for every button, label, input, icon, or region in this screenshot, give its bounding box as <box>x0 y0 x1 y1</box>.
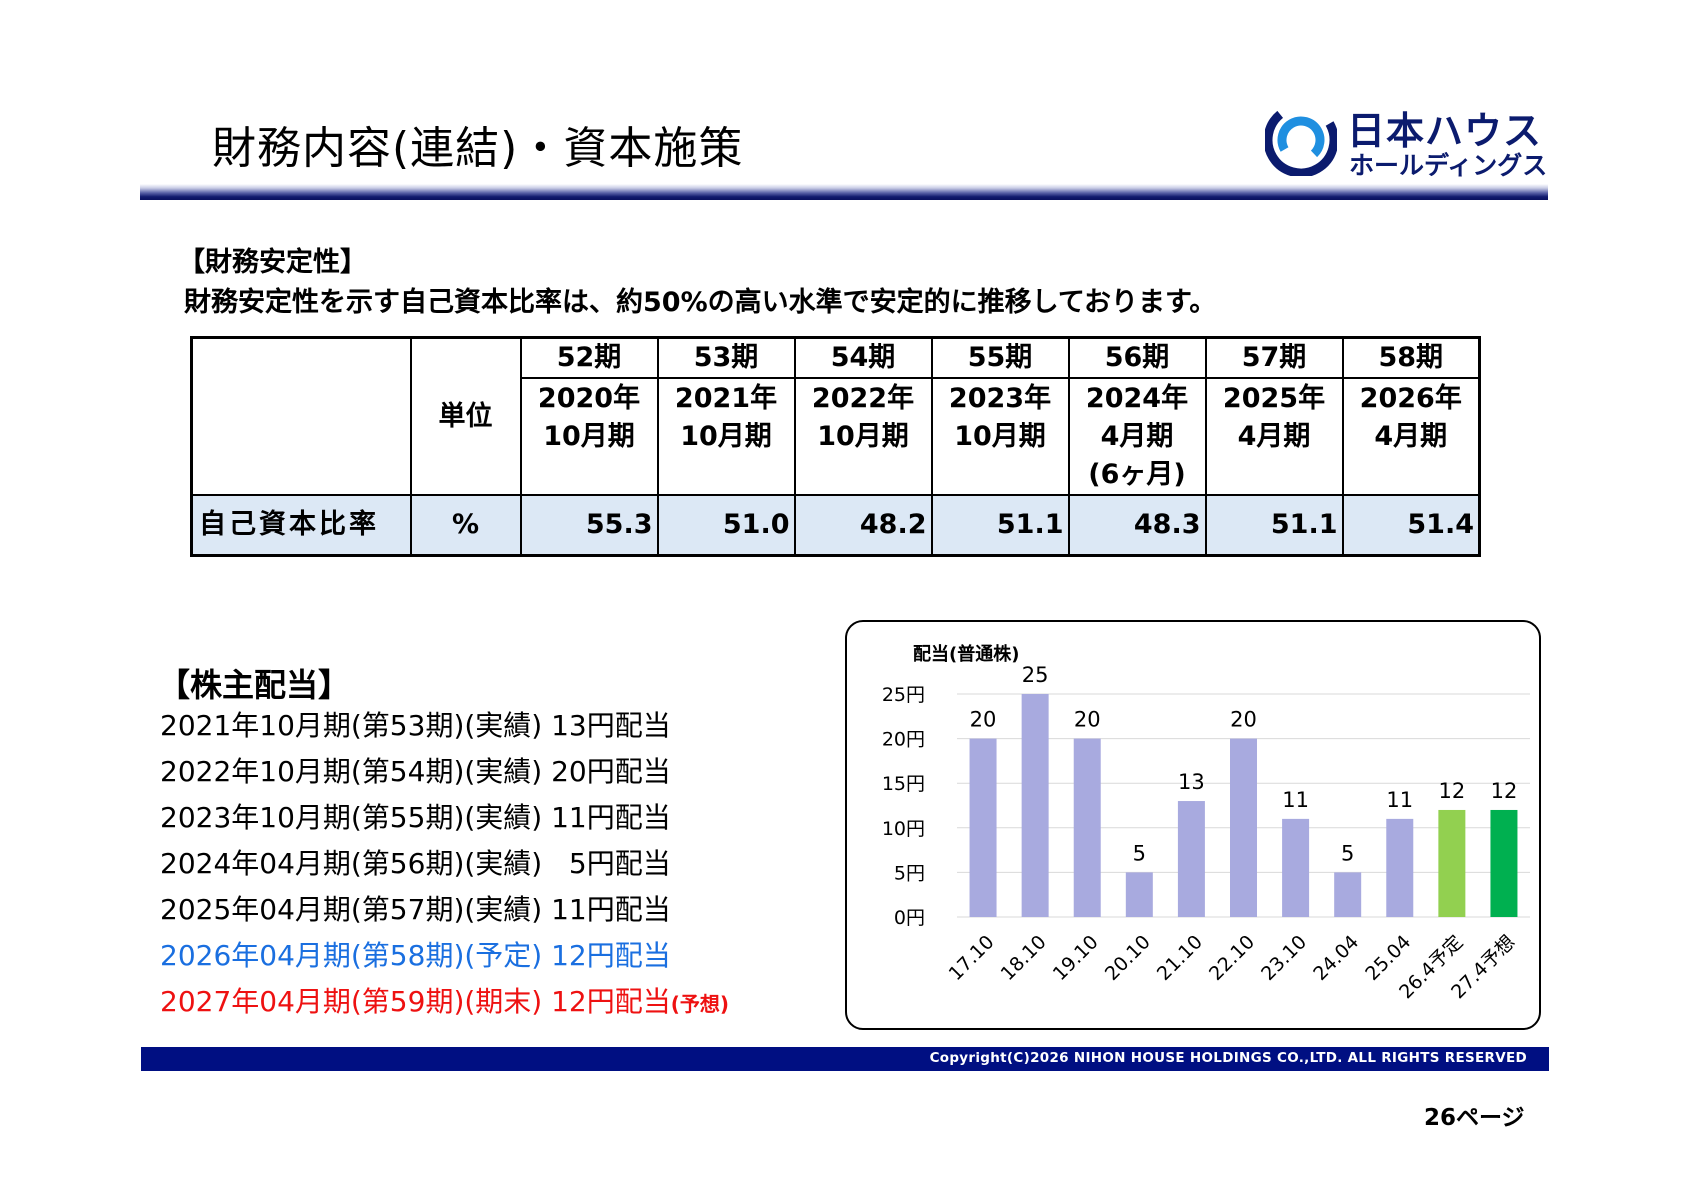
ratio-value: 48.3 <box>1067 494 1207 556</box>
period-header: 56期 <box>1067 336 1207 379</box>
fiscal-date-header: 2021年 10月期 <box>656 377 796 496</box>
dividend-bar <box>1490 809 1518 917</box>
unit-cell: % <box>409 494 522 556</box>
company-logo: 日本ハウス ホールディングス <box>1265 100 1548 180</box>
y-tick-label: 25円 <box>882 684 925 706</box>
dividend-bar-chart: 配当(普通株) 0円 5円 10円 15円 20円 25円 20 17.10 25 18.10 20 1… <box>882 643 1530 1003</box>
fiscal-date-header: 2024年 4月期 (6ヶ月) <box>1067 377 1207 496</box>
dividend-bar <box>1386 818 1414 917</box>
dividend-heading: 【株主配当】 <box>158 666 351 704</box>
fiscal-date-header: 2026年 4月期 <box>1341 377 1481 496</box>
y-tick-label: 20円 <box>882 729 925 751</box>
dividend-line: 2024年04月期(第56期)(実績) 5円配当 <box>160 847 671 880</box>
period-header: 57期 <box>1204 336 1344 379</box>
fiscal-date-header: 2020年 10月期 <box>519 377 659 496</box>
dividend-bar <box>1438 809 1466 917</box>
dividend-bar <box>969 738 997 917</box>
x-tick-label: 20.10 <box>1101 931 1155 985</box>
bar-value-label: 5 <box>1341 841 1354 865</box>
ratio-value: 51.0 <box>656 494 796 556</box>
y-tick-label: 15円 <box>882 773 925 795</box>
dividend-chart-panel: 配当(普通株) 0円 5円 10円 15円 20円 25円 20 17.10 25 18.10 20 1… <box>845 620 1541 1030</box>
x-tick-label: 22.10 <box>1205 931 1259 985</box>
financial-stability-description: 財務安定性を示す自己資本比率は、約50%の高い水準で安定的に推移しております。 <box>184 287 1217 318</box>
bar-value-label: 11 <box>1282 788 1309 812</box>
x-tick-label: 21.10 <box>1153 931 1207 985</box>
x-tick-label: 17.10 <box>945 931 999 985</box>
ratio-value: 51.1 <box>930 494 1070 556</box>
dividend-bar <box>1021 694 1049 917</box>
y-tick-label: 0円 <box>894 907 925 929</box>
nihon-house-swirl-logo-icon <box>1265 104 1337 176</box>
bar-value-label: 5 <box>1133 841 1146 865</box>
period-header: 54期 <box>793 336 933 379</box>
x-tick-label: 19.10 <box>1049 931 1103 985</box>
dividend-line-planned: 2026年04月期(第58期)(予定) 12円配当 <box>160 939 671 972</box>
bar-value-label: 20 <box>1074 708 1101 732</box>
bar-value-label: 12 <box>1438 779 1465 803</box>
logo-text-sub: ホールディングス <box>1349 151 1548 180</box>
dividend-line: 2022年10月期(第54期)(実績) 20円配当 <box>160 755 671 788</box>
ratio-value: 48.2 <box>793 494 933 556</box>
y-tick-label: 10円 <box>882 818 925 840</box>
bar-value-label: 12 <box>1491 779 1518 803</box>
dividend-bar <box>1334 872 1362 917</box>
x-tick-label: 23.10 <box>1257 931 1311 985</box>
dividend-line: 2025年04月期(第57期)(実績) 11円配当 <box>160 893 671 926</box>
period-header: 52期 <box>519 336 659 379</box>
equity-ratio-table: 単位 52期 53期 54期 55期 56期 57期 58期 2020年 10月期… <box>190 336 1481 557</box>
fiscal-date-header: 2022年 10月期 <box>793 377 933 496</box>
forecast-note: (予想) <box>670 992 730 1016</box>
dividend-line: 2021年10月期(第53期)(実績) 13円配当 <box>160 709 671 742</box>
page-number: 26ページ <box>1424 1105 1525 1131</box>
ratio-value: 51.4 <box>1341 494 1481 556</box>
copyright-text: Copyright(C)2026 NIHON HOUSE HOLDINGS CO… <box>929 1050 1527 1066</box>
bar-value-label: 13 <box>1178 770 1205 794</box>
x-tick-label: 18.10 <box>997 931 1051 985</box>
dividend-forecast-text: 2027年04月期(第59期)(期末) 12円配当 <box>160 985 671 1018</box>
unit-header: 単位 <box>409 336 522 496</box>
footer-bar: Copyright(C)2026 NIHON HOUSE HOLDINGS CO… <box>141 1047 1549 1071</box>
row-label: 自己資本比率 <box>190 494 412 556</box>
bar-value-label: 20 <box>970 708 997 732</box>
ratio-value: 55.3 <box>519 494 659 556</box>
ratio-value: 51.1 <box>1204 494 1344 556</box>
financial-stability-heading: 【財務安定性】 <box>178 247 367 278</box>
fiscal-date-header: 2023年 10月期 <box>930 377 1070 496</box>
x-tick-label: 24.04 <box>1309 931 1363 985</box>
period-header: 58期 <box>1341 336 1481 379</box>
title-underline <box>140 184 1548 200</box>
period-header: 55期 <box>930 336 1070 379</box>
bar-value-label: 25 <box>1022 663 1049 687</box>
logo-text-main: 日本ハウス <box>1347 109 1543 153</box>
dividend-bar <box>1230 738 1257 917</box>
bar-value-label: 20 <box>1230 708 1257 732</box>
table-row: 自己資本比率 % 55.3 51.0 48.2 51.1 48.3 51.1 5… <box>190 494 1481 556</box>
dividend-line-forecast: 2027年04月期(第59期)(期末) 12円配当(予想) <box>160 979 729 1025</box>
period-header: 53期 <box>656 336 796 379</box>
dividend-bar <box>1073 738 1101 917</box>
dividend-bar <box>1125 872 1153 917</box>
dividend-bar <box>1282 818 1310 917</box>
fiscal-date-header: 2025年 4月期 <box>1204 377 1344 496</box>
page-title: 財務内容(連結)・資本施策 <box>212 123 744 174</box>
y-tick-label: 5円 <box>894 862 925 884</box>
dividend-bar <box>1177 801 1205 917</box>
table-corner-cell <box>190 336 412 496</box>
dividend-line: 2023年10月期(第55期)(実績) 11円配当 <box>160 801 671 834</box>
bar-value-label: 11 <box>1386 788 1413 812</box>
chart-title: 配当(普通株) <box>913 643 1019 665</box>
dividend-list: 2021年10月期(第53期)(実績) 13円配当 2022年10月期(第54期… <box>160 703 729 1025</box>
